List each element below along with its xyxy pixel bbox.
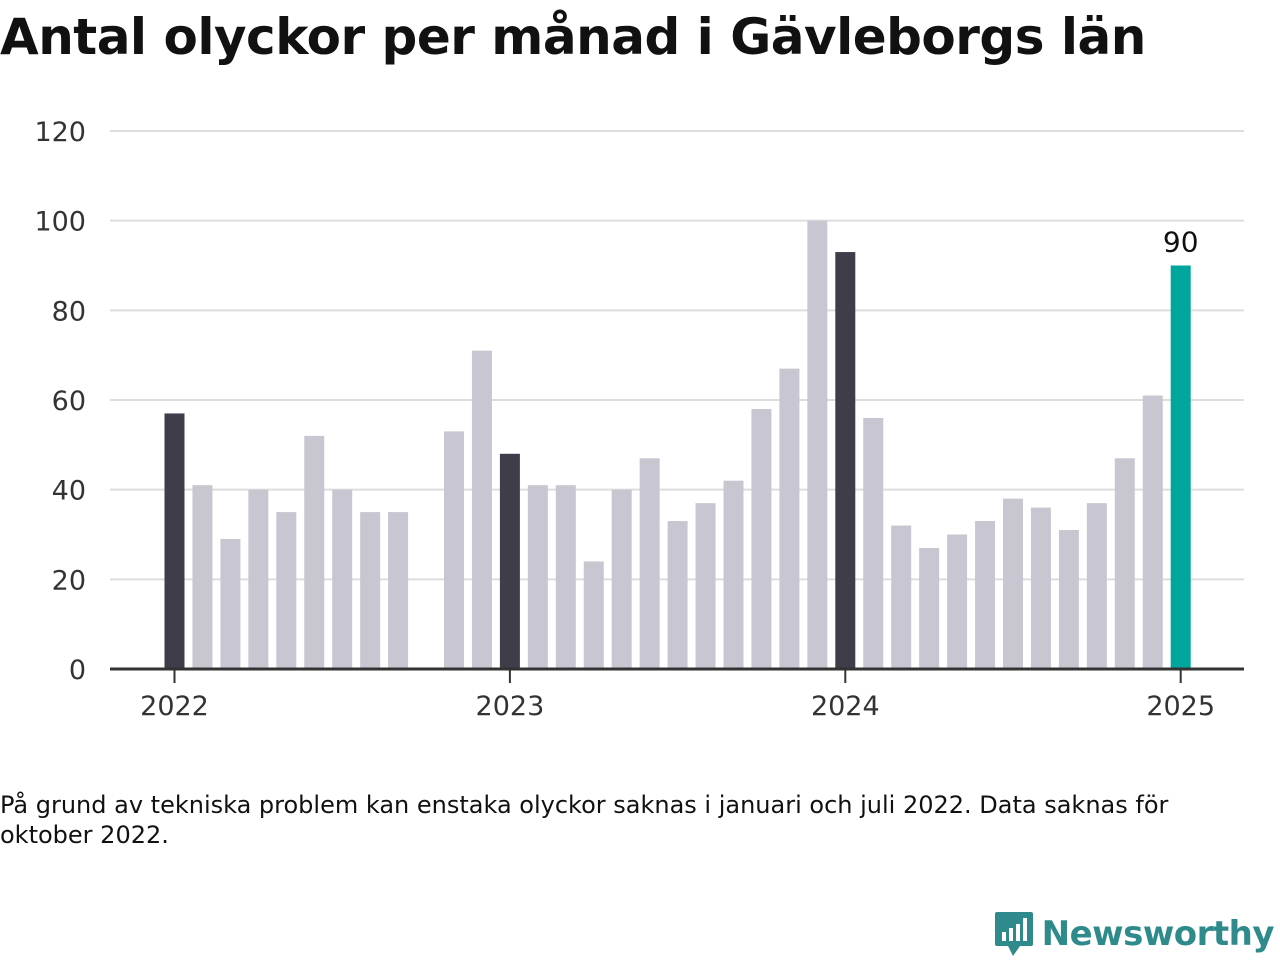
bar-2024-07 [1003, 498, 1023, 669]
bar-2024-06 [975, 521, 996, 669]
bar-2023-02 [527, 485, 548, 669]
bar-2024-01 [835, 252, 856, 670]
bar-2023-09 [723, 480, 744, 669]
annotations: 90 [1163, 226, 1199, 259]
bar-2022-08 [360, 512, 381, 669]
bar-2022-05 [276, 512, 297, 669]
x-tick-label: 2025 [1146, 691, 1215, 722]
bar-2025-01 [1170, 265, 1191, 669]
bar-2024-03 [891, 525, 912, 669]
chart-title: Antal olyckor per månad i Gävleborgs län [0, 8, 1146, 66]
y-tick-label: 120 [34, 117, 86, 148]
y-axis-tick-labels: 0 20 40 60 80 100 120 [34, 117, 86, 686]
y-tick-label: 80 [52, 296, 86, 327]
bar-2022-02 [192, 485, 213, 669]
bar-2023-06 [639, 458, 660, 669]
newsworthy-logo: Newsworthy [994, 910, 1275, 958]
bar-2022-12 [471, 350, 492, 669]
bar-2023-05 [611, 489, 632, 669]
y-tick-label: 20 [52, 565, 86, 596]
x-tick-label: 2022 [140, 691, 209, 722]
x-tick-label: 2024 [811, 691, 880, 722]
logo-text: Newsworthy [1041, 914, 1275, 954]
bar-2022-01 [164, 413, 185, 669]
x-tick-label: 2023 [476, 691, 545, 722]
bar-2024-09 [1058, 530, 1079, 669]
bar-2022-11 [444, 431, 464, 669]
bar-2022-03 [220, 538, 241, 669]
data-label: 90 [1163, 226, 1199, 259]
gridlines [110, 130, 1244, 581]
bar-2023-07 [667, 521, 688, 669]
x-axis-ticks: 2022 2023 2024 2025 [140, 669, 1215, 722]
bar-chart: 0 20 40 60 80 100 120 2022 2023 2024 2025 90 [34, 117, 1244, 722]
bar-2022-04 [248, 489, 269, 669]
bar-2023-01 [499, 453, 520, 669]
bar-2022-07 [332, 489, 353, 669]
bar-2023-08 [695, 503, 716, 669]
bar-2024-08 [1030, 507, 1051, 669]
bar-2024-11 [1114, 458, 1135, 669]
bar-2023-12 [807, 220, 828, 669]
bar-2022-09 [388, 512, 409, 669]
bar-2022-06 [304, 435, 325, 669]
bar-2024-04 [919, 547, 940, 669]
bar-2023-10 [751, 408, 772, 669]
y-tick-label: 100 [34, 207, 86, 238]
bar-2023-03 [555, 485, 576, 669]
y-tick-label: 60 [52, 386, 86, 417]
y-tick-label: 40 [52, 476, 86, 507]
bar-2023-11 [779, 368, 800, 669]
bar-2024-12 [1142, 395, 1163, 669]
bar-2024-10 [1086, 503, 1107, 669]
bar-2023-04 [583, 561, 604, 669]
footnote: På grund av tekniska problem kan enstaka… [0, 791, 1169, 849]
bars [164, 220, 1191, 670]
y-tick-label: 0 [69, 655, 86, 686]
newsworthy-chart-bubble-icon [994, 912, 1033, 956]
bar-2024-02 [863, 417, 884, 669]
bar-2024-05 [947, 534, 968, 669]
